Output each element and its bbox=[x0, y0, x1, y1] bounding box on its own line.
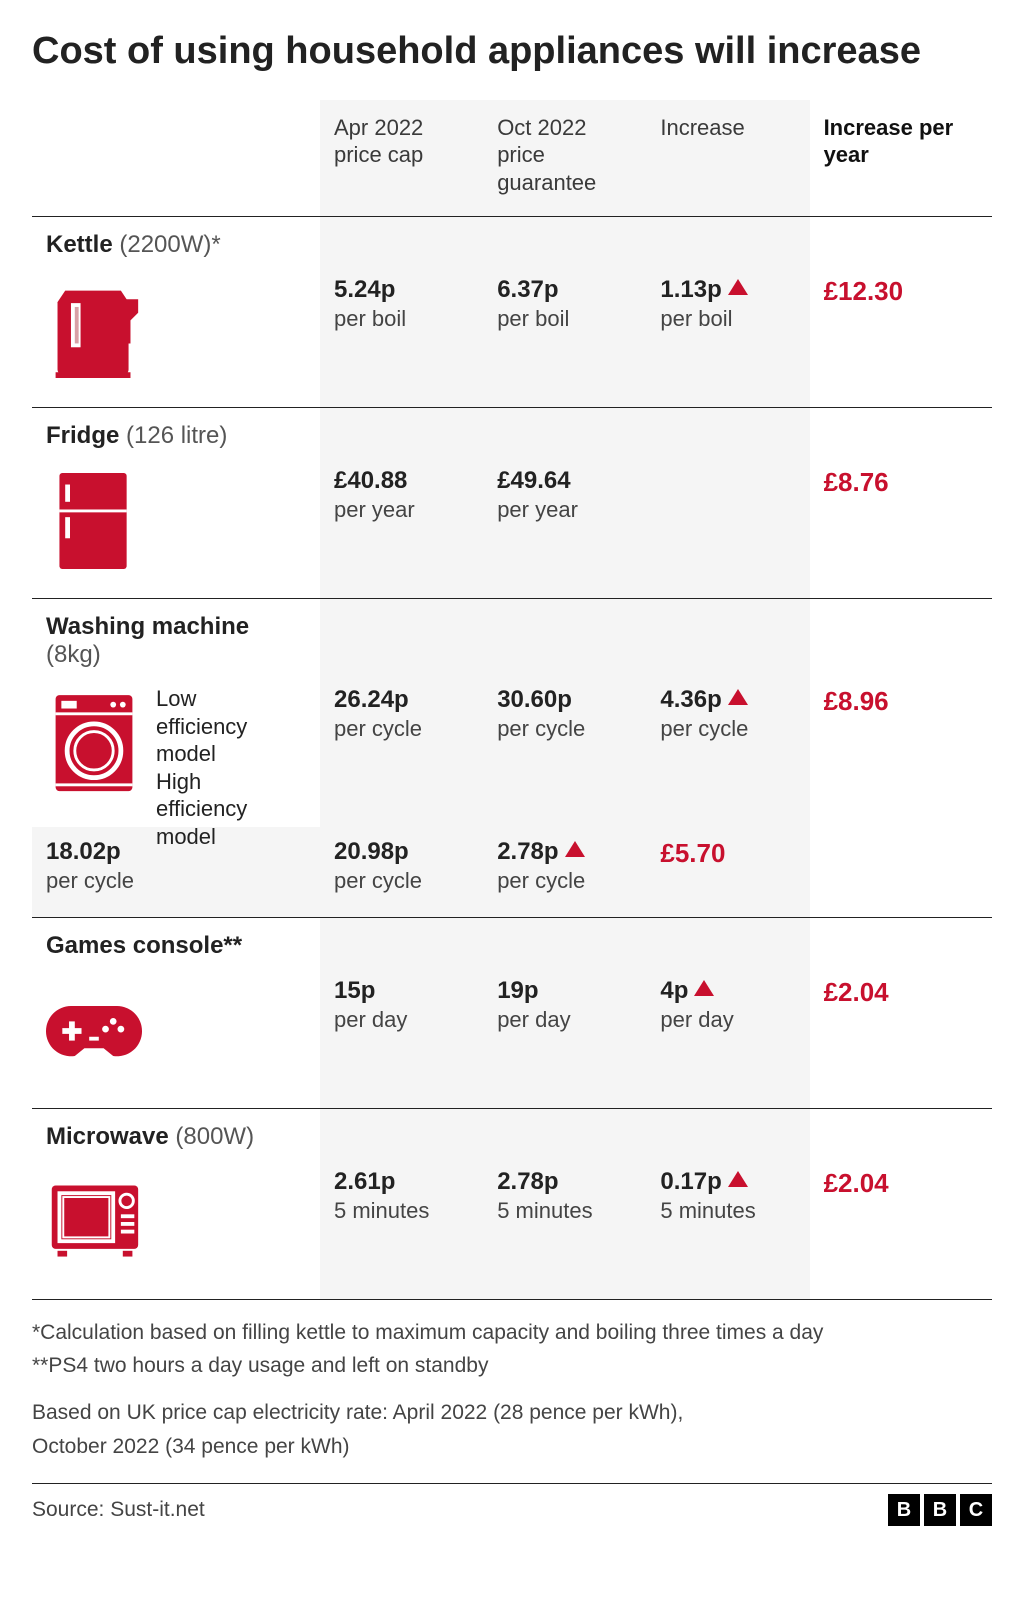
appliance-name: Washing machine (8kg) bbox=[32, 599, 320, 676]
value-cell: 1.13pper boil bbox=[646, 265, 809, 408]
increase-arrow-icon bbox=[728, 1171, 748, 1187]
increase-per-year: £12.30 bbox=[810, 265, 992, 408]
value-cell: 2.61p5 minutes bbox=[320, 1157, 483, 1300]
model-label: High efficiency model bbox=[156, 768, 247, 851]
appliance-cost-table: Apr 2022 price cap Oct 2022 price guaran… bbox=[32, 100, 992, 1300]
footnote-line: Based on UK price cap electricity rate: … bbox=[32, 1398, 992, 1427]
appliance-name: Kettle (2200W)* bbox=[32, 217, 320, 266]
appliance-icon-cell bbox=[32, 1157, 118, 1299]
increase-arrow-icon bbox=[694, 980, 714, 996]
appliance-icon-cell bbox=[32, 265, 118, 407]
appliance-name: Fridge (126 litre) bbox=[32, 408, 320, 457]
value-cell: 20.98pper cycle bbox=[320, 827, 483, 917]
microwave-icon bbox=[46, 1167, 142, 1277]
increase-per-year: £2.04 bbox=[810, 1157, 992, 1300]
increase-per-year: £8.76 bbox=[810, 456, 992, 599]
increase-arrow-icon bbox=[565, 841, 585, 857]
footnote-line: **PS4 two hours a day usage and left on … bbox=[32, 1351, 992, 1380]
value-cell: 15pper day bbox=[320, 966, 483, 1109]
value-cell: 30.60pper cycle bbox=[483, 675, 646, 827]
value-cell: 5.24pper boil bbox=[320, 265, 483, 408]
value-cell: 0.17p5 minutes bbox=[646, 1157, 809, 1300]
source-text: Source: Sust-it.net bbox=[32, 1498, 205, 1522]
col-header-oct: Oct 2022 price guarantee bbox=[483, 100, 646, 217]
footnote-line: *Calculation based on filling kettle to … bbox=[32, 1318, 992, 1347]
col-header-appliance bbox=[32, 100, 320, 217]
bbc-logo-letter: C bbox=[960, 1494, 992, 1526]
increase-per-year: £8.96 bbox=[810, 675, 992, 827]
value-cell: £40.88per year bbox=[320, 456, 483, 599]
increase-arrow-icon bbox=[728, 689, 748, 705]
increase-arrow-icon bbox=[728, 279, 748, 295]
bbc-logo: B B C bbox=[888, 1494, 992, 1526]
value-cell: 26.24pper cycle bbox=[320, 675, 483, 827]
appliance-icon-cell bbox=[32, 966, 118, 1108]
footnotes: *Calculation based on filling kettle to … bbox=[32, 1300, 992, 1462]
increase-per-year: £2.04 bbox=[810, 966, 992, 1109]
washing-icon bbox=[46, 685, 142, 805]
col-header-apr: Apr 2022 price cap bbox=[320, 100, 483, 217]
appliance-name: Microwave (800W) bbox=[32, 1108, 320, 1157]
col-header-year: Increase per year bbox=[810, 100, 992, 217]
footnote-line: October 2022 (34 pence per kWh) bbox=[32, 1432, 992, 1461]
appliance-icon-cell bbox=[32, 456, 118, 598]
kettle-icon bbox=[46, 275, 142, 385]
value-cell: £49.64per year bbox=[483, 456, 646, 599]
fridge-icon bbox=[46, 466, 142, 576]
value-cell bbox=[646, 456, 809, 599]
model-label: Low efficiency model bbox=[156, 685, 247, 768]
appliance-icon-cell: Low efficiency modelHigh efficiency mode… bbox=[32, 675, 118, 827]
value-cell: 6.37pper boil bbox=[483, 265, 646, 408]
increase-per-year: £5.70 bbox=[646, 827, 809, 917]
value-cell: 2.78p5 minutes bbox=[483, 1157, 646, 1300]
chart-title: Cost of using household appliances will … bbox=[32, 28, 992, 76]
value-cell: 4pper day bbox=[646, 966, 809, 1109]
console-icon bbox=[46, 976, 142, 1086]
col-header-inc: Increase bbox=[646, 100, 809, 217]
bbc-logo-letter: B bbox=[924, 1494, 956, 1526]
bbc-logo-letter: B bbox=[888, 1494, 920, 1526]
value-cell: 2.78pper cycle bbox=[483, 827, 646, 917]
appliance-name: Games console** bbox=[32, 917, 320, 966]
value-cell: 19pper day bbox=[483, 966, 646, 1109]
value-cell: 4.36pper cycle bbox=[646, 675, 809, 827]
